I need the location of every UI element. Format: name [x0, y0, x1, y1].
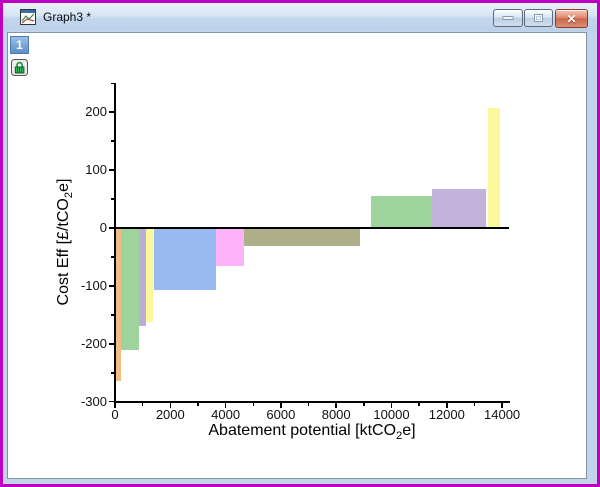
- x-axis-title: Abatement potential [ktCO2e]: [208, 422, 416, 443]
- x-minor-tick: [473, 403, 476, 406]
- lock-icon[interactable]: [11, 59, 28, 76]
- macc-bar-5[interactable]: [153, 228, 216, 290]
- y-major-tick: [109, 227, 114, 229]
- zero-line: [115, 227, 509, 229]
- x-minor-tick: [363, 403, 365, 406]
- x-minor-tick: [197, 403, 199, 406]
- x-tick-label: 14000: [484, 407, 521, 422]
- y-major-tick: [109, 169, 114, 171]
- layer-1-badge[interactable]: 1: [10, 36, 29, 54]
- x-major-tick: [390, 403, 393, 408]
- x-minor-tick: [252, 403, 254, 406]
- x-major-tick: [224, 403, 227, 408]
- y-minor-tick: [111, 198, 114, 200]
- y-minor-tick: [111, 314, 114, 316]
- macc-bar-9[interactable]: [432, 189, 487, 228]
- x-tick-label: 2000: [155, 407, 185, 422]
- macc-bar-1[interactable]: [115, 228, 121, 382]
- x-tick-label: 0: [111, 407, 119, 422]
- y-minor-tick: [111, 372, 114, 374]
- minimize-button[interactable]: [493, 9, 523, 27]
- x-tick-label: 12000: [428, 407, 465, 422]
- x-major-tick: [335, 403, 337, 408]
- macc-bar-8[interactable]: [371, 196, 433, 228]
- y-major-tick: [109, 343, 114, 345]
- x-major-tick: [169, 403, 172, 408]
- close-icon: ✕: [566, 11, 577, 26]
- y-tick-label: 100: [85, 162, 107, 178]
- y-major-tick: [109, 285, 114, 287]
- x-axis-line: [114, 401, 510, 403]
- window-titlebar[interactable]: Graph3 * ✕: [3, 3, 597, 31]
- macc-bar-6[interactable]: [215, 228, 245, 266]
- y-major-tick: [109, 111, 114, 113]
- y-tick-label: -200: [80, 335, 107, 351]
- restore-icon: [534, 14, 543, 22]
- y-minor-tick: [111, 140, 114, 142]
- macc-bar-4[interactable]: [145, 228, 153, 323]
- x-tick-label: 8000: [321, 407, 351, 422]
- x-minor-tick: [307, 403, 310, 406]
- y-tick-label: -300: [80, 393, 107, 409]
- y-tick-label: 0: [99, 220, 107, 235]
- macc-chart: Cost Eff [£/tCO2e] Abatement potential […: [8, 33, 586, 478]
- macc-bar-7[interactable]: [244, 228, 360, 246]
- restore-button[interactable]: [524, 9, 553, 27]
- macc-bar-2[interactable]: [120, 228, 139, 350]
- x-major-tick: [114, 403, 116, 408]
- y-minor-tick: [111, 82, 114, 84]
- y-minor-tick: [111, 256, 114, 258]
- y-tick-label: -100: [80, 277, 107, 293]
- y-major-tick: [109, 400, 114, 403]
- x-minor-tick: [418, 403, 420, 406]
- x-tick-label: 10000: [373, 407, 410, 422]
- y-axis-line: [114, 83, 116, 403]
- graph-window-icon: [20, 9, 36, 25]
- x-tick-label: 4000: [211, 407, 241, 422]
- window-title: Graph3 *: [43, 10, 92, 24]
- x-minor-tick: [141, 403, 144, 406]
- macc-bar-10[interactable]: [487, 107, 500, 228]
- y-tick-label: 200: [85, 104, 107, 120]
- close-button[interactable]: ✕: [555, 9, 588, 28]
- x-major-tick: [446, 403, 448, 408]
- macc-bar-3[interactable]: [138, 228, 146, 327]
- x-major-tick: [280, 403, 282, 408]
- x-tick-label: 6000: [266, 407, 296, 422]
- graph-client-area: 1 Cost Eff [£/tCO2e] Abatement potential…: [7, 32, 587, 479]
- x-major-tick: [501, 403, 503, 408]
- minimize-icon: [502, 16, 514, 20]
